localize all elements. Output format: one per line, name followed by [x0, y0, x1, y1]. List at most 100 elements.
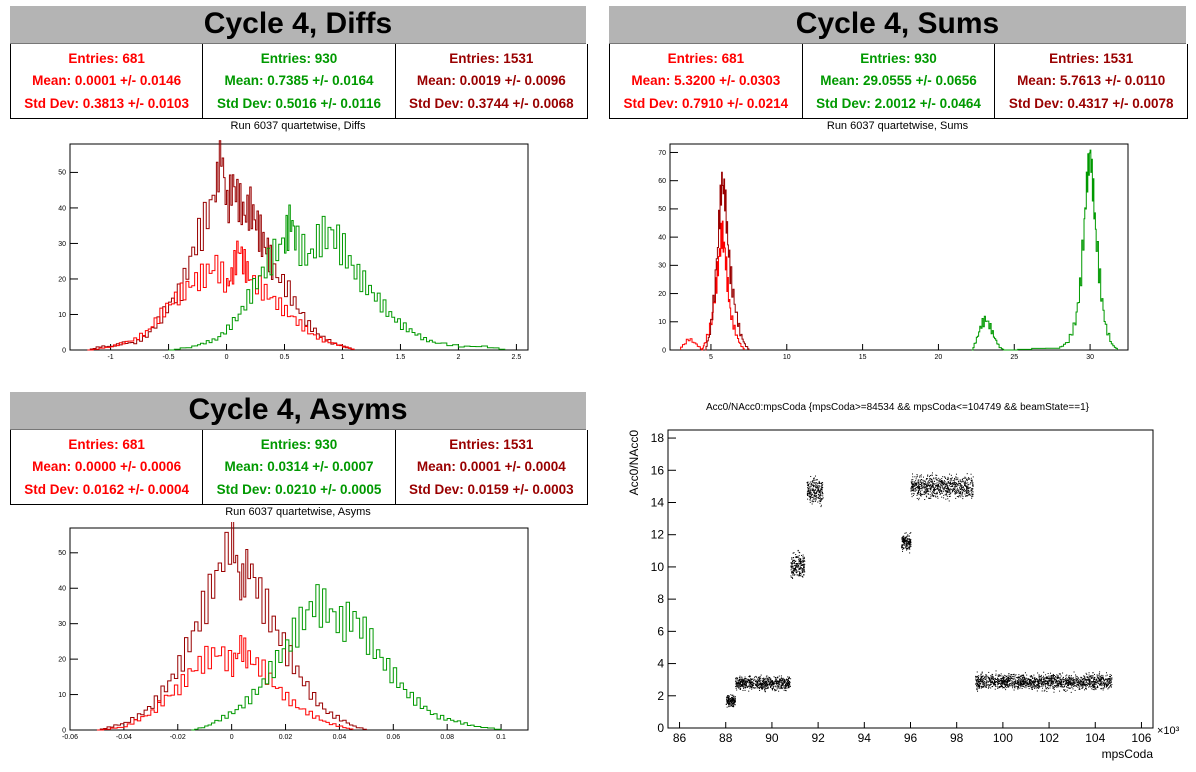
scatter-point: [1059, 686, 1061, 688]
scatter-point: [816, 497, 818, 499]
scatter-point: [960, 485, 962, 487]
scatter-point: [806, 482, 808, 484]
scatter-point: [735, 686, 737, 688]
scatter-point: [1107, 684, 1109, 686]
scatter-point: [741, 685, 743, 687]
scatter-point: [1103, 683, 1105, 685]
scatter-point: [933, 488, 935, 490]
scatter-point: [993, 677, 995, 679]
scatter-point: [1038, 685, 1040, 687]
scatter-point: [1106, 684, 1108, 686]
scatter-point: [1003, 674, 1005, 676]
scatter-point: [1045, 676, 1047, 678]
scatter-point: [1032, 685, 1034, 687]
scatter-point: [791, 572, 793, 574]
scatter-point: [938, 491, 940, 493]
scatter-point: [936, 488, 938, 490]
scatter-point: [986, 683, 988, 685]
scatter-point: [1015, 676, 1017, 678]
scatter-point: [792, 560, 794, 562]
scatter-point: [1036, 677, 1038, 679]
scatter-point: [971, 482, 973, 484]
scatter-point: [1051, 680, 1053, 682]
scatter-point: [1059, 679, 1061, 681]
scatter-point: [765, 683, 767, 685]
scatter-point: [822, 483, 824, 485]
scatter-point: [737, 680, 739, 682]
scatter-point: [1099, 671, 1101, 673]
scatter-point: [938, 479, 940, 481]
scatter-point: [994, 685, 996, 687]
scatter-point: [990, 681, 992, 683]
scatter-point: [1052, 677, 1054, 679]
scatter-point: [803, 556, 805, 558]
scatter-point: [815, 489, 817, 491]
scatter-point: [742, 682, 744, 684]
scatter-point: [978, 677, 980, 679]
scatter-point: [763, 677, 765, 679]
scatter-point: [916, 487, 918, 489]
scatter-point: [995, 670, 997, 672]
scatter-point: [938, 490, 940, 492]
scatter-point: [1040, 679, 1042, 681]
scatter-point: [990, 687, 992, 689]
scatter-point: [928, 481, 930, 483]
scatter-point: [769, 684, 771, 686]
scatter-point: [957, 490, 959, 492]
scatter-point: [1089, 684, 1091, 686]
scatter-point: [976, 685, 978, 687]
scatter-point: [983, 684, 985, 686]
scatter-point: [910, 489, 912, 491]
scatter-point: [1104, 679, 1106, 681]
scatter-point: [913, 490, 915, 492]
histogram-series-line: [971, 149, 1118, 351]
scatter-point: [791, 564, 793, 566]
scatter-point: [788, 676, 790, 678]
scatter-point: [1109, 678, 1111, 680]
scatter-point: [1024, 684, 1026, 686]
scatter-point: [1020, 676, 1022, 678]
scatter-point: [1013, 689, 1015, 691]
scatter-point: [726, 702, 728, 704]
scatter-point: [1088, 672, 1090, 674]
scatter-point: [939, 478, 941, 480]
scatter-point: [764, 691, 766, 693]
scatter-point: [933, 496, 935, 498]
scatter-point: [955, 485, 957, 487]
scatter-point: [987, 675, 989, 677]
scatter-point: [753, 684, 755, 686]
scatter-point: [761, 683, 763, 685]
scatter-point: [903, 543, 905, 545]
scatter-point: [1033, 684, 1035, 686]
scatter-point: [965, 495, 967, 497]
scatter-point: [924, 499, 926, 501]
scatter-point: [787, 679, 789, 681]
scatter-point: [1077, 679, 1079, 681]
scatter-point: [808, 485, 810, 487]
scatter-point: [994, 688, 996, 690]
scatter-point: [1062, 686, 1064, 688]
scatter-point: [965, 491, 967, 493]
scatter-point: [734, 700, 736, 702]
scatter-point: [810, 493, 812, 495]
scatter-point: [947, 480, 949, 482]
scatter-point: [1040, 676, 1042, 678]
y-tick-label: 50: [58, 550, 66, 557]
scatter-point: [907, 546, 909, 548]
scatter-point: [807, 494, 809, 496]
scatter-point: [943, 484, 945, 486]
scatter-point: [760, 684, 762, 686]
scatter-point: [1100, 676, 1102, 678]
scatter-point: [1071, 677, 1073, 679]
scatter-point: [1091, 683, 1093, 685]
scatter-point: [821, 484, 823, 486]
scatter-point: [1031, 688, 1033, 690]
scatter-point: [1097, 677, 1099, 679]
scatter-point: [1084, 684, 1086, 686]
scatter-point: [819, 502, 821, 504]
scatter-point: [758, 678, 760, 680]
scatter-point: [999, 686, 1001, 688]
scatter-point: [743, 683, 745, 685]
scatter-point: [809, 488, 811, 490]
scatter-point: [1056, 681, 1058, 683]
